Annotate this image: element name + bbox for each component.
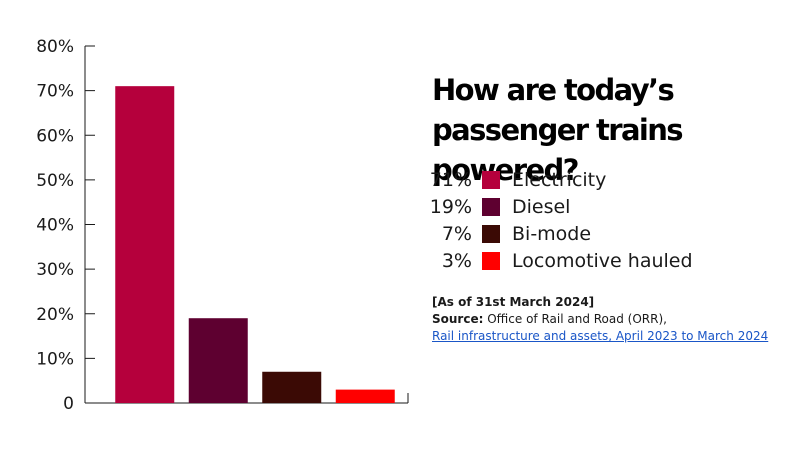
source-line: Source: Office of Rail and Road (ORR), [432,311,768,328]
y-tick-label: 40% [36,216,74,236]
legend-label: Bi-mode [512,222,592,245]
y-tick-label: 20% [36,305,74,325]
legend-value: 19% [429,195,472,218]
legend-label: Electricity [512,168,607,191]
legend-item-electricity: 71% Electricity [420,166,800,193]
legend-item-locomotive-hauled: 3% Locomotive hauled [420,247,800,274]
legend-item-diesel: 19% Diesel [420,193,800,220]
y-tick-label: 10% [36,349,74,369]
bar-diesel [188,318,248,403]
legend-swatch [482,224,500,243]
bar-locomotive-hauled [335,389,395,403]
legend-swatch [482,197,500,216]
legend-label: Diesel [512,195,571,218]
bars [115,86,395,403]
legend-swatch [482,251,500,270]
legend-item-bi-mode: 7% Bi-mode [420,220,800,247]
y-tick-label: 30% [36,260,74,280]
bar-bi-mode [262,371,322,403]
y-tick-label: 70% [36,82,74,102]
legend-value: 3% [441,249,472,272]
legend-value: 7% [441,222,472,245]
source-link[interactable]: Rail infrastructure and assets, April 20… [432,329,769,343]
y-tick-label: 50% [36,171,74,191]
legend-swatch [482,170,500,189]
legend-label: Locomotive hauled [512,249,693,272]
chart-notes: [As of 31st March 2024] Source: Office o… [432,294,768,345]
source-label: Source: [432,312,484,326]
y-tick-label: 80% [36,37,74,57]
data-date-note: [As of 31st March 2024] [432,295,595,309]
legend-value: 71% [429,168,472,191]
source-text: Office of Rail and Road (ORR), [483,312,667,326]
y-axis: 0 10% 20% 30% 40% 50% 60% 70% 80% [36,37,409,414]
bar-electricity [115,86,175,403]
bar-chart: 0 10% 20% 30% 40% 50% 60% 70% 80% [36,37,409,414]
y-tick-label: 0 [63,394,74,414]
legend: 71% Electricity 19% Diesel 7% Bi-mode 3%… [420,166,800,274]
y-tick-label: 60% [36,126,74,146]
chart-title: How are today’s passenger trains powered… [432,73,684,187]
